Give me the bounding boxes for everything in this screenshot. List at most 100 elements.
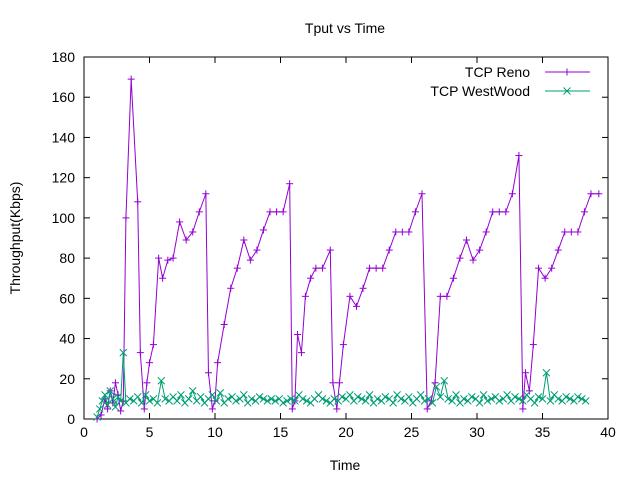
y-tick-label: 20 [59, 371, 75, 387]
westwood-point [440, 376, 449, 385]
reno-point [122, 214, 130, 222]
westwood-point [267, 395, 276, 403]
westwood-point [111, 403, 120, 411]
westwood-point [365, 391, 374, 399]
reno-point [134, 198, 142, 206]
westwood-point [161, 395, 170, 403]
reno-point [259, 226, 267, 234]
westwood-point [224, 395, 232, 403]
reno-point [273, 208, 281, 216]
reno-point [233, 264, 241, 272]
reno-point [109, 399, 117, 407]
westwood-point [475, 399, 484, 407]
reno-point [359, 284, 367, 292]
westwood-point [432, 382, 441, 391]
reno-point [169, 254, 177, 262]
reno-point [508, 190, 516, 198]
y-axis-label: Throughput(Kbps) [7, 182, 23, 295]
reno-point [519, 405, 527, 413]
westwood-point [259, 395, 268, 403]
reno-point [214, 359, 222, 367]
reno-point [204, 369, 212, 377]
y-tick-label: 0 [67, 411, 75, 427]
westwood-point [208, 391, 217, 399]
reno-point [155, 254, 163, 262]
westwood-point [279, 399, 287, 407]
westwood-point [373, 395, 382, 403]
westwood-point [255, 393, 264, 401]
x-tick-label: 15 [273, 424, 289, 440]
westwood-point [444, 395, 453, 403]
reno-point [482, 228, 490, 236]
series-tcp-reno [93, 75, 603, 423]
westwood-point [114, 393, 122, 401]
reno-point [240, 236, 248, 244]
westwood-point [538, 395, 547, 403]
reno-point [502, 208, 510, 216]
westwood-point [212, 397, 221, 405]
plot-area [83, 56, 609, 420]
legend-label: TCP WestWood [430, 83, 530, 99]
westwood-point [566, 395, 574, 403]
westwood-point [563, 87, 571, 95]
y-tick-label: 160 [52, 89, 76, 105]
westwood-point [518, 397, 527, 405]
reno-point [574, 228, 582, 236]
westwood-point [196, 393, 205, 401]
reno-point [385, 246, 393, 254]
westwood-point [141, 391, 150, 399]
westwood-point [239, 391, 248, 399]
westwood-point [581, 397, 590, 405]
y-tick-label: 140 [52, 129, 76, 145]
westwood-point [353, 393, 362, 401]
westwood-point [173, 397, 181, 405]
reno-point [220, 320, 228, 328]
reno-point [202, 190, 210, 198]
reno-point [195, 208, 203, 216]
reno-point [398, 228, 406, 236]
x-tick-label: 30 [469, 424, 485, 440]
reno-point [456, 254, 464, 262]
westwood-point [357, 395, 366, 403]
legend-label: TCP Reno [465, 64, 530, 80]
reno-point [288, 405, 296, 413]
tcp-reno-line [96, 79, 599, 420]
westwood-point [452, 391, 460, 399]
reno-point [339, 341, 347, 349]
y-axis: 0 20 40 60 80 100 120 140 160 180 [52, 49, 608, 427]
reno-point [535, 264, 543, 272]
reno-point [335, 379, 343, 387]
westwood-point [574, 393, 582, 401]
reno-point [143, 379, 151, 387]
westwood-point [177, 391, 185, 399]
westwood-point [416, 391, 425, 399]
y-tick-label: 40 [59, 331, 75, 347]
westwood-point [483, 397, 492, 405]
westwood-point [103, 401, 112, 409]
westwood-point [119, 348, 128, 357]
westwood-point [515, 395, 523, 403]
reno-point [117, 407, 125, 415]
reno-point [266, 208, 274, 216]
reno-point [149, 341, 157, 349]
reno-point [104, 405, 112, 413]
reno-point [541, 274, 549, 282]
reno-point [525, 387, 533, 395]
westwood-point [346, 391, 354, 399]
reno-point [279, 208, 287, 216]
reno-point [366, 264, 374, 272]
westwood-point [98, 397, 107, 405]
westwood-point [298, 395, 307, 403]
chart-title: Tput vs Time [305, 20, 385, 36]
westwood-point [487, 395, 496, 403]
westwood-point [318, 395, 327, 403]
westwood-point [106, 386, 115, 395]
plot-frame [83, 56, 609, 420]
reno-point [159, 274, 167, 282]
westwood-point [302, 397, 311, 405]
reno-point [436, 292, 444, 300]
reno-point [227, 284, 235, 292]
reno-point [140, 405, 148, 413]
westwood-point [448, 397, 456, 405]
